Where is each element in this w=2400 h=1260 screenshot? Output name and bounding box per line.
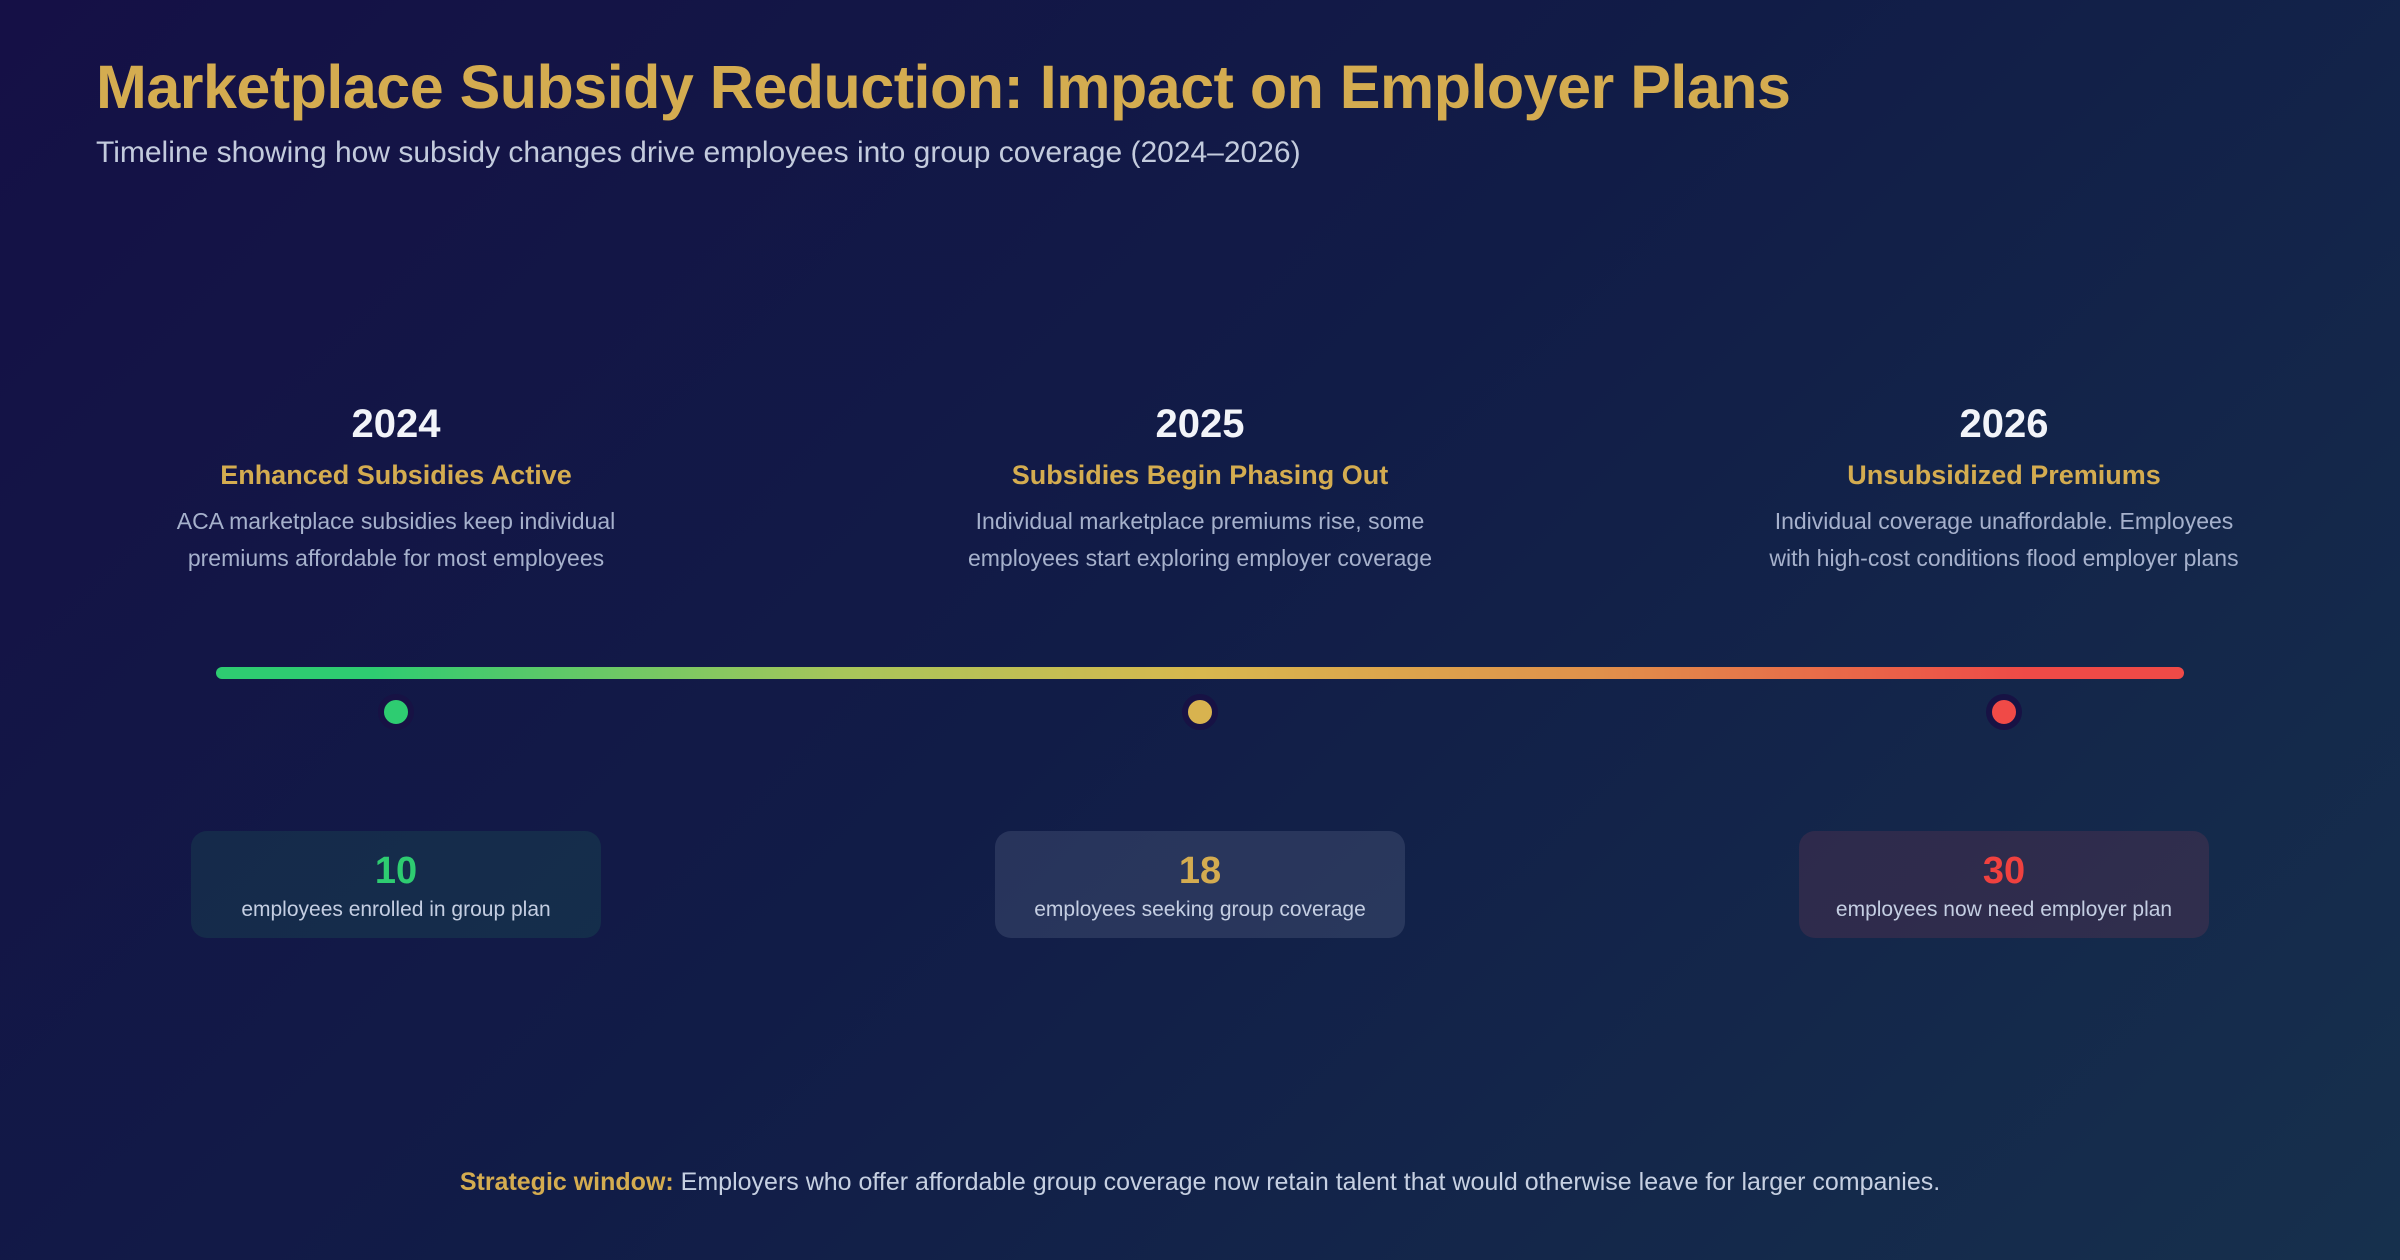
stat-label: employees now need employer plan	[1835, 898, 2173, 921]
stat-card-2026: 30 employees now need employer plan	[1799, 831, 2209, 938]
stat-value: 10	[374, 850, 418, 892]
stat-card-slot: 10 employees enrolled in group plan	[96, 831, 696, 938]
milestone-heading: Subsidies Begin Phasing Out	[1011, 460, 1389, 490]
stat-card-slot: 18 employees seeking group coverage	[900, 831, 1500, 938]
milestone-heading: Enhanced Subsidies Active	[220, 460, 572, 490]
stat-card-slot: 30 employees now need employer plan	[1704, 831, 2304, 938]
timeline-dot-2026	[1986, 694, 2022, 730]
strategic-note: Strategic window: Employers who offer af…	[0, 1166, 2400, 1199]
strategic-note-label: Strategic window:	[459, 1168, 681, 1196]
milestone-heading: Unsubsidized Premiums	[1847, 460, 2161, 490]
milestone-year: 2024	[351, 402, 441, 446]
milestone-columns: 2024 Enhanced Subsidies Active ACA marke…	[96, 398, 2304, 577]
stat-label: employees seeking group coverage	[1034, 898, 1366, 921]
milestone-2025: 2025 Subsidies Begin Phasing Out Individ…	[900, 398, 1500, 577]
milestone-description: Individual coverage unaffordable. Employ…	[1769, 508, 2239, 571]
page-subtitle: Timeline showing how subsidy changes dri…	[96, 136, 1301, 169]
stat-card-2024: 10 employees enrolled in group plan	[191, 831, 601, 938]
timeline-dot-2024	[378, 694, 414, 730]
milestone-year: 2026	[1959, 402, 2049, 446]
milestone-year: 2025	[1155, 402, 1245, 446]
page-title: Marketplace Subsidy Reduction: Impact on…	[96, 53, 1791, 121]
milestone-2024: 2024 Enhanced Subsidies Active ACA marke…	[96, 398, 696, 577]
milestone-description: ACA marketplace subsidies keep individua…	[176, 508, 616, 571]
strategic-note-text: Employers who offer affordable group cov…	[680, 1168, 1941, 1196]
milestone-2026: 2026 Unsubsidized Premiums Individual co…	[1704, 398, 2304, 577]
stat-label: employees enrolled in group plan	[241, 898, 551, 921]
stat-card-2025: 18 employees seeking group coverage	[995, 831, 1405, 938]
timeline-gradient-bar	[216, 667, 2184, 679]
milestone-description: Individual marketplace premiums rise, so…	[967, 508, 1433, 571]
timeline-dot-2025	[1182, 694, 1218, 730]
stat-value: 18	[1178, 850, 1222, 892]
header: Marketplace Subsidy Reduction: Impact on…	[96, 52, 1791, 170]
stat-cards: 10 employees enrolled in group plan 18 e…	[96, 831, 2304, 938]
stat-value: 30	[1982, 850, 2026, 892]
